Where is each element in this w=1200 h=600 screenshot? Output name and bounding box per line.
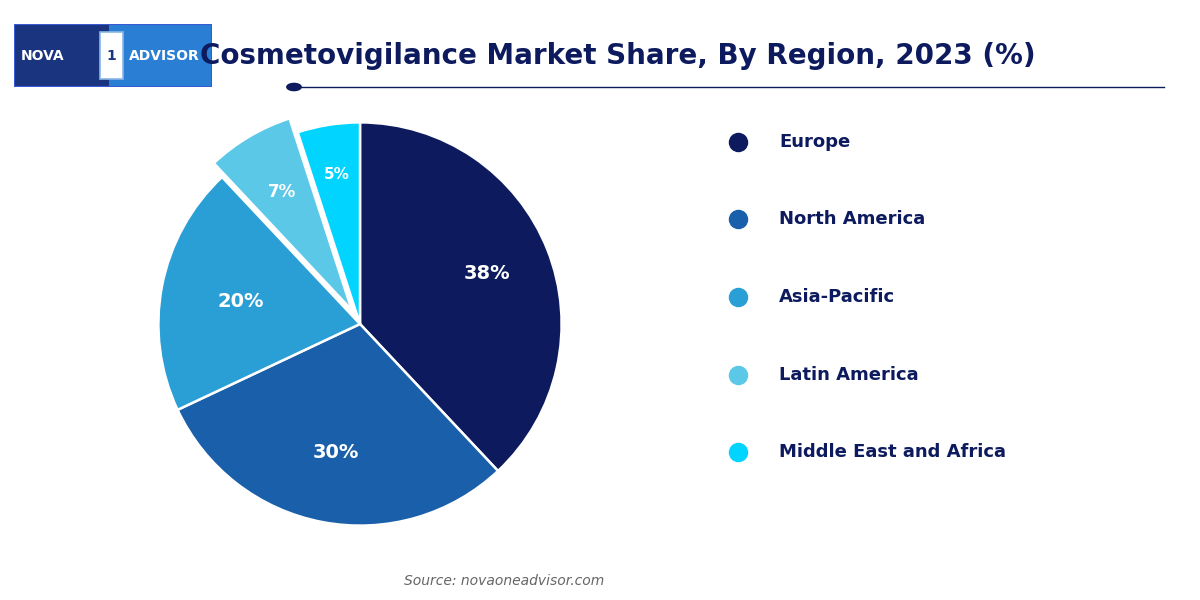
Wedge shape [158,177,360,410]
Text: 38%: 38% [464,264,511,283]
Text: NOVA: NOVA [20,49,64,62]
Text: Middle East and Africa: Middle East and Africa [779,443,1007,461]
Text: North America: North America [779,210,925,228]
Text: 1: 1 [107,49,116,62]
Text: 30%: 30% [312,443,359,462]
Text: Cosmetovigilance Market Share, By Region, 2023 (%): Cosmetovigilance Market Share, By Region… [200,42,1036,70]
Text: Source: novaoneadvisor.com: Source: novaoneadvisor.com [404,574,604,588]
Bar [109,24,212,87]
Text: 7%: 7% [268,183,296,201]
Text: ADVISOR: ADVISOR [130,49,200,62]
Bar [100,32,124,79]
Text: 20%: 20% [218,292,264,311]
Text: 5%: 5% [324,167,349,182]
Wedge shape [214,118,352,310]
Wedge shape [298,122,360,324]
Wedge shape [178,324,498,526]
Wedge shape [360,122,562,471]
Text: Latin America: Latin America [779,365,919,384]
Text: Europe: Europe [779,133,851,151]
Text: Asia-Pacific: Asia-Pacific [779,288,895,306]
Bar [14,24,109,87]
